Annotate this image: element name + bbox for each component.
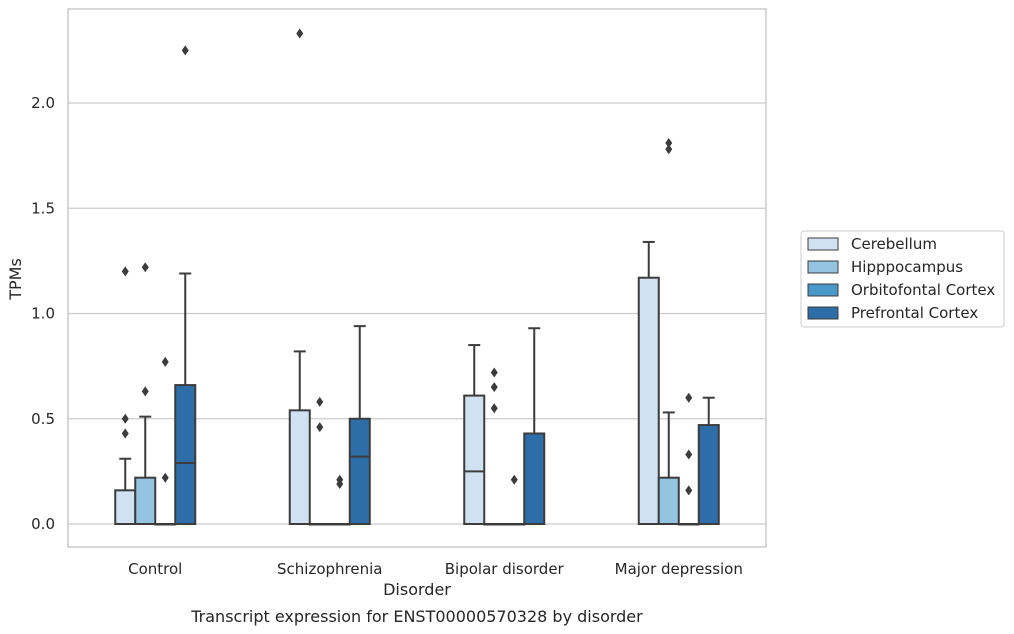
box-cerebellum [288,350,311,525]
legend-swatch [807,306,839,320]
y-tick-label: 1.0 [31,305,55,323]
outlier-point [121,266,129,277]
y-tick-label: 1.5 [31,199,55,217]
outlier-point [141,262,149,273]
box-body [174,384,197,525]
outliers [121,28,693,496]
outlier-point [490,367,498,378]
legend-frame [800,230,1005,328]
box-cerebellum [637,240,660,525]
outlier-point [121,428,129,439]
legend-label: Orbitofontal Cortex [851,281,995,299]
outlier-point [665,137,673,148]
outlier-point [181,45,189,56]
box-hipppocampus [657,411,680,526]
box-body [463,394,486,525]
outlier-point [161,472,169,483]
box-body [134,476,157,526]
box-hipppocampus [308,523,331,526]
y-tick-label: 0.5 [31,410,55,428]
box-orbitofontal-cortex [328,523,351,526]
outlier-point [490,382,498,393]
box-body [114,489,137,526]
x-tick-label: Major depression [615,560,743,578]
y-axis-title: TPMs [6,258,25,301]
legend-swatch [807,283,839,297]
outlier-point [296,28,304,39]
boxes [114,240,720,526]
box-hipppocampus [134,415,157,526]
outlier-point [490,403,498,414]
box-prefrontal-cortex [523,327,546,525]
x-axis-ticks: Control Schizophrenia Bipolar disorder Majo… [128,560,743,578]
box-hipppocampus [483,523,506,526]
outlier-point [685,449,693,460]
y-tick-label: 2.0 [31,94,55,112]
outlier-point [316,396,324,407]
outlier-point [121,413,129,424]
box-cerebellum [463,344,486,525]
box-orbitofontal-cortex [154,523,177,526]
x-tick-label: Schizophrenia [277,560,382,578]
box-body [657,476,680,526]
x-tick-label: Control [128,560,182,578]
outlier-point [161,356,169,367]
chart-caption: Transcript expression for ENST0000057032… [190,607,643,626]
outlier-point [316,422,324,433]
outlier-point [665,144,673,155]
y-axis-ticks: 0.0 0.5 1.0 1.5 2.0 [31,94,55,533]
box-prefrontal-cortex [174,272,197,525]
legend-label: Hipppocampus [851,258,963,276]
box-body [697,424,720,525]
x-tick-label: Bipolar disorder [445,560,565,578]
box-body [348,417,371,525]
y-tick-label: 0.0 [31,515,55,533]
box-orbitofontal-cortex [677,523,700,526]
box-prefrontal-cortex [697,396,720,525]
outlier-point [685,485,693,496]
x-axis-title: Disorder [383,580,451,599]
legend-label: Cerebellum [851,235,937,253]
box-body [637,276,660,525]
legend-swatch [807,237,839,251]
box-body [288,409,311,525]
legend: Cerebellum Hipppocampus Orbitofontal Corte… [800,230,1005,328]
outlier-point [336,474,344,485]
outlier-point [685,392,693,403]
box-body [523,432,546,525]
outlier-point [510,474,518,485]
legend-label: Prefrontal Cortex [851,304,978,322]
box-prefrontal-cortex [348,325,371,525]
gridlines [68,102,766,525]
box-orbitofontal-cortex [503,523,526,526]
outlier-point [141,386,149,397]
legend-swatch [807,260,839,274]
box-cerebellum [114,457,137,526]
plot-area [67,8,767,548]
